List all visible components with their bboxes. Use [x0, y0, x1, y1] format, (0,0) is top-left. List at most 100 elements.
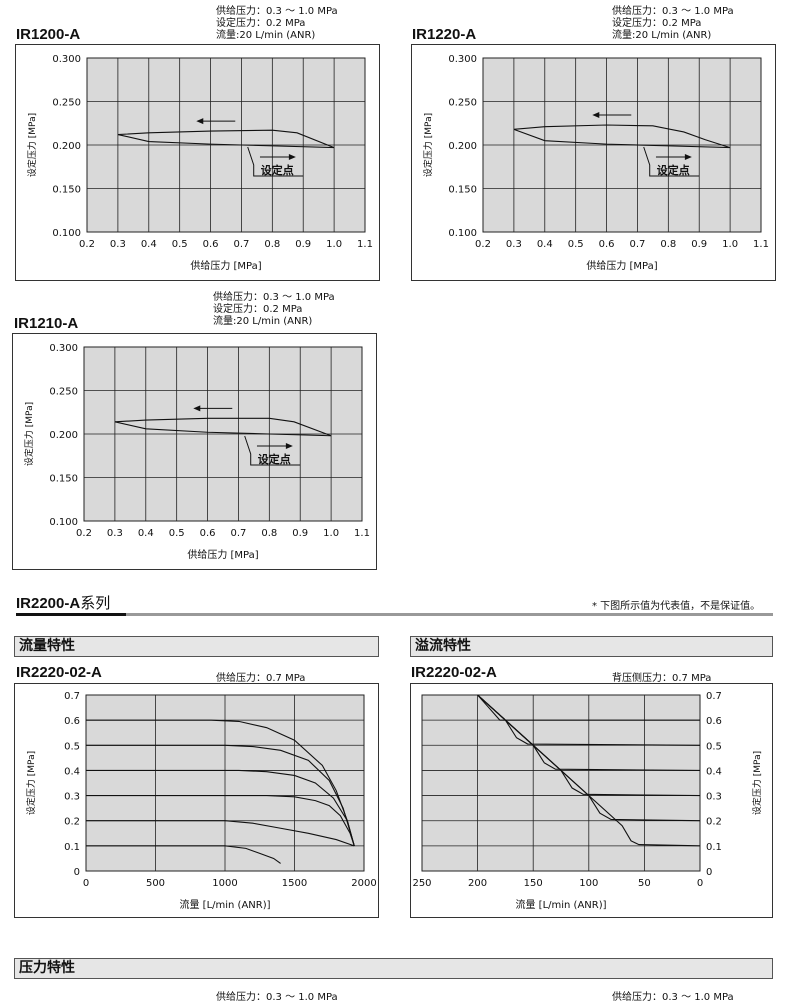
y-tick-label: 0.150 [448, 185, 477, 196]
condition-set: 设定压力：0.2 MPa [612, 18, 702, 29]
y-tick-label: 0.250 [52, 98, 81, 109]
y-tick-label: 0.7 [64, 691, 80, 702]
x-tick-label: 0.6 [599, 239, 615, 250]
x-tick-label: 0.3 [506, 239, 522, 250]
pressure-condition-right: 供给压力：0.3 ～ 1.0 MPa [612, 992, 734, 1003]
x-tick-label: 0 [83, 878, 89, 889]
x-axis-label: 供给压力 [MPa] [586, 259, 657, 272]
relief-model: IR2220-02-A [411, 664, 497, 681]
y-axis-label: 设定压力 [MPa] [23, 402, 35, 466]
direction-arrowhead-left [193, 405, 201, 412]
x-tick-label: 0.2 [79, 239, 95, 250]
x-tick-label: 0.3 [110, 239, 126, 250]
y-tick-label: 0.100 [49, 517, 78, 528]
relief-section-header: 溢流特性 [410, 636, 773, 657]
y-tick-label: 0.300 [52, 54, 81, 65]
x-tick-label: 150 [524, 878, 543, 889]
series-heading-suffix: 系列 [80, 594, 111, 612]
series-line [117, 134, 335, 149]
direction-arrowhead-left [592, 111, 600, 118]
conditions-ir1200: 供给压力：0.3 ～ 1.0 MPa 设定压力：0.2 MPa 流量:20 L/… [216, 6, 338, 42]
series-line [513, 128, 731, 149]
x-tick-label: 0.3 [107, 528, 123, 539]
x-tick-label: 0.7 [233, 239, 249, 250]
y-tick-label: 0.4 [64, 766, 80, 777]
y-tick-label: 0.5 [64, 741, 80, 752]
chart-relief: 250 200 150 100 50 00 0.1 0.2 0.3 0.4 0.5 0.6 0.7 流量 … [410, 683, 773, 918]
series-line [513, 124, 731, 149]
x-tick-label: 0.9 [292, 528, 308, 539]
x-axis-label: 流量 [L/min (ANR)] [179, 898, 270, 911]
x-tick-label: 1.1 [354, 528, 370, 539]
y-axis-label: 设定压力 [MPa] [26, 113, 38, 177]
disclaimer-note: * 下图所示值为代表值，不是保证值。 [592, 601, 761, 612]
series-heading-model: IR2200-A [16, 595, 81, 612]
x-tick-label: 0.4 [138, 528, 154, 539]
pressure-condition-left: 供给压力：0.3 ～ 1.0 MPa [216, 992, 338, 1003]
x-tick-label: 0.9 [691, 239, 707, 250]
y-tick-label: 0 [74, 867, 80, 878]
direction-arrowhead-left [196, 118, 204, 125]
y-axis-label: 设定压力 [MPa] [751, 751, 763, 815]
series-line [114, 421, 332, 437]
x-tick-label: 0.9 [295, 239, 311, 250]
set-point-leader [643, 146, 700, 177]
relief-condition: 背压侧压力：0.7 MPa [612, 673, 712, 684]
y-tick-label: 0.150 [52, 185, 81, 196]
x-tick-label: 0.2 [475, 239, 491, 250]
x-axis-label: 流量 [L/min (ANR)] [515, 898, 606, 911]
y-axis-label: 设定压力 [MPa] [422, 113, 434, 177]
set-point-leader [247, 146, 304, 177]
x-axis-label: 供给压力 [MPa] [187, 548, 258, 561]
y-tick-label: 0 [706, 867, 712, 878]
series-line [477, 694, 701, 771]
y-tick-label: 0.100 [448, 228, 477, 239]
y-tick-label: 0.4 [706, 766, 722, 777]
x-tick-label: 0.7 [230, 528, 246, 539]
y-tick-label: 0.6 [706, 716, 722, 727]
y-axis-label: 设定压力 [MPa] [25, 751, 37, 815]
y-tick-label: 0.200 [448, 141, 477, 152]
y-tick-label: 0.200 [52, 141, 81, 152]
condition-flow: 流量:20 L/min (ANR) [213, 316, 313, 327]
x-tick-label: 1.1 [357, 239, 373, 250]
direction-arrowhead-right [285, 443, 293, 449]
chart-title-ir1220: IR1220-A [412, 26, 477, 43]
condition-set: 设定压力：0.2 MPa [213, 304, 303, 315]
x-tick-label: 50 [638, 878, 651, 889]
condition-supply: 供给压力：0.3 ～ 1.0 MPa [213, 292, 335, 303]
x-tick-label: 0.6 [200, 528, 216, 539]
chart-flow: 0 500 1000 1500 2000 0 0.1 0.2 0.3 0.4 0.5 0.6 0.7 流量… [14, 683, 379, 918]
series-line [86, 744, 355, 847]
condition-flow: 流量:20 L/min (ANR) [612, 30, 712, 41]
condition-set: 设定压力：0.2 MPa [216, 18, 306, 29]
y-tick-label: 0.2 [64, 817, 80, 828]
series-line [86, 845, 281, 864]
direction-arrowhead-right [288, 154, 296, 160]
plot-area [421, 694, 701, 872]
x-tick-label: 1500 [282, 878, 307, 889]
series-heading: IR2200-A系列 [16, 592, 110, 613]
x-tick-label: 0.2 [76, 528, 92, 539]
condition-flow: 流量:20 L/min (ANR) [216, 30, 316, 41]
y-tick-label: 0.250 [49, 387, 78, 398]
x-tick-label: 1.0 [326, 239, 342, 250]
x-tick-label: 1.0 [722, 239, 738, 250]
x-tick-label: 0.4 [141, 239, 157, 250]
set-point-label: 设定点 [258, 452, 291, 466]
x-tick-label: 500 [146, 878, 165, 889]
x-tick-label: 2000 [351, 878, 376, 889]
series-heading-underline [16, 613, 126, 616]
chart-title-ir1210: IR1210-A [14, 315, 79, 332]
x-tick-label: 0.7 [629, 239, 645, 250]
x-tick-label: 0.4 [537, 239, 553, 250]
y-tick-label: 0.1 [64, 842, 80, 853]
y-tick-label: 0.5 [706, 741, 722, 752]
x-tick-label: 0.8 [261, 528, 277, 539]
y-tick-label: 0.250 [448, 98, 477, 109]
flow-model: IR2220-02-A [16, 664, 102, 681]
series-line [117, 129, 335, 149]
chart-ir1200: 0.2 0.3 0.4 0.5 0.6 0.7 0.8 0.9 1.0 1.1 0.100 0.150… [15, 44, 380, 281]
direction-arrowhead-right [684, 154, 692, 160]
y-tick-label: 0.7 [706, 691, 722, 702]
